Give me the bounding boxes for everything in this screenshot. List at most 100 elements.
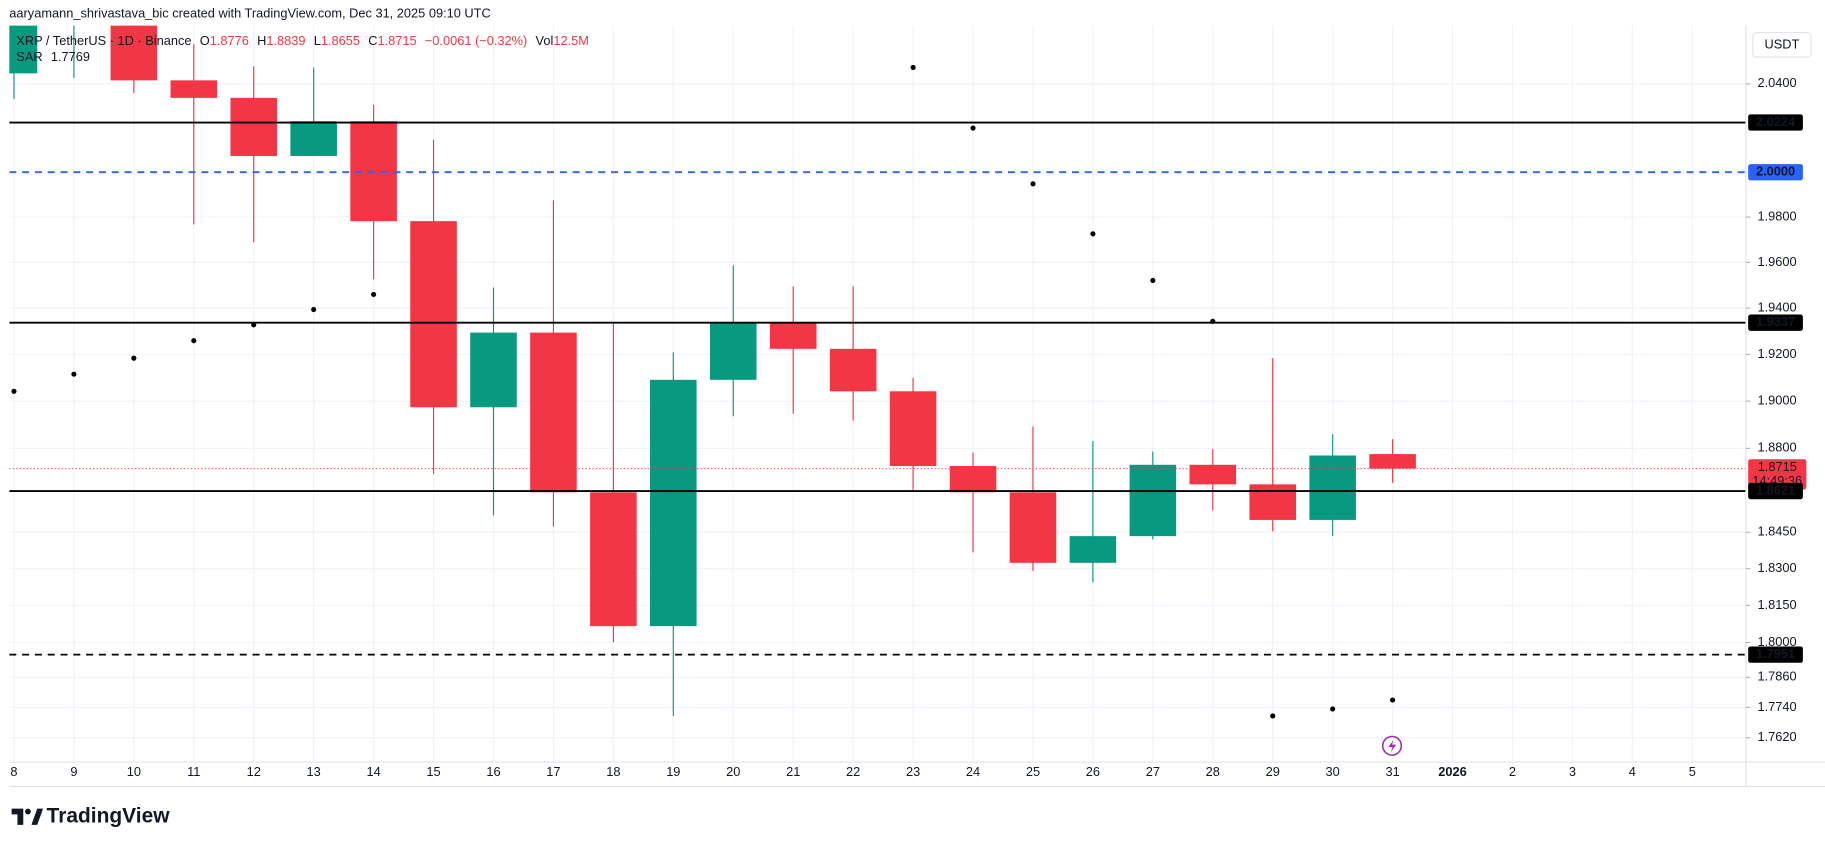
legend: XRP / TetherUS · 1D · Binance O1.8776 H1… — [16, 33, 589, 48]
currency[interactable]: USDT — [1765, 37, 1800, 52]
level-label-box — [1748, 114, 1803, 131]
x-tick-label: 30 — [1326, 764, 1340, 779]
candle-body — [470, 332, 517, 408]
sar-value: 1.7769 — [51, 50, 90, 65]
symbol: XRP / TetherUS · 1D · Binance — [16, 33, 191, 48]
x-tick-label: 20 — [726, 764, 740, 779]
sar-dot — [970, 125, 976, 131]
sar-name: SAR — [16, 50, 42, 65]
footer-text: TradingView — [47, 804, 171, 827]
y-tick-label: 1.9400 — [1757, 300, 1796, 315]
x-tick-label: 31 — [1385, 764, 1399, 779]
volume-value: 12.5M — [553, 33, 589, 48]
level-label: 2.0224 — [1756, 114, 1796, 129]
last-price-box — [1748, 459, 1807, 490]
candle-body — [9, 25, 38, 74]
x-tick-label: 14 — [366, 764, 380, 779]
candle-body — [1369, 454, 1416, 469]
x-tick-label: 4 — [1629, 764, 1636, 779]
y-tick-label: 1.7860 — [1757, 669, 1796, 684]
footer-logo: TradingView — [11, 804, 171, 827]
level-label-box — [1748, 482, 1803, 500]
sar-dot — [1390, 697, 1396, 703]
y-tick-label: 1.8000 — [1757, 634, 1796, 649]
x-tick-label: 21 — [786, 764, 800, 779]
sar-dot — [131, 355, 137, 361]
candle-body — [1069, 536, 1117, 563]
x-tick-label: 8 — [10, 764, 17, 779]
y-tick-label: 1.8800 — [1757, 440, 1796, 455]
level-label: 1.9337 — [1756, 314, 1795, 329]
candle-body — [350, 121, 397, 222]
candle-body — [230, 97, 278, 156]
x-tick-label: 19 — [666, 764, 680, 779]
x-tick-label: 26 — [1086, 764, 1100, 779]
candle-body — [1009, 492, 1057, 563]
x-tick-label: 3 — [1569, 764, 1576, 779]
axes: 8 9 10 11 12 13 14 15 16 17 18 19 20 21 22 23 24 25 26 27 28… — [10, 75, 1807, 779]
x-tick-label: 22 — [846, 764, 860, 779]
sar-dot — [191, 338, 197, 344]
level-label-box — [1748, 646, 1803, 663]
x-tick-label: 2 — [1509, 764, 1516, 779]
candle-body — [650, 379, 697, 627]
x-tick-label: 11 — [187, 764, 200, 779]
close-label: C — [368, 33, 377, 48]
change: −0.0061 (−0.32%) — [425, 33, 527, 48]
sar-legend: SAR 1.7769 — [16, 50, 90, 65]
high-value: 1.8839 — [266, 33, 305, 48]
last-price-label: 1.8715 — [1758, 459, 1797, 474]
candle-body — [709, 322, 757, 380]
candle-body — [290, 121, 337, 156]
y-tick-label: 1.8450 — [1757, 524, 1796, 539]
x-tick-label: 9 — [70, 764, 77, 779]
y-tick-label: 1.9600 — [1757, 254, 1796, 269]
candle-body — [1249, 484, 1297, 520]
high-label: H — [257, 33, 266, 48]
y-tick-label: 1.9200 — [1757, 346, 1796, 361]
alert-icon[interactable] — [1381, 735, 1403, 756]
x-tick-label: 28 — [1206, 764, 1220, 779]
level-label-box — [1748, 164, 1803, 181]
y-tick-label: 1.8150 — [1757, 597, 1796, 612]
currency-box[interactable] — [1752, 31, 1812, 58]
candle-body — [949, 465, 997, 493]
x-tick-label: 10 — [127, 764, 141, 779]
x-tick-label: 29 — [1266, 764, 1280, 779]
x-tick-label: 23 — [906, 764, 920, 779]
candle-body — [410, 221, 457, 408]
level-label: 1.7951 — [1756, 646, 1795, 661]
sar-dot — [1090, 231, 1096, 237]
level-label: 2.0000 — [1756, 164, 1795, 179]
candle-body — [170, 80, 218, 98]
level-label-box — [1748, 314, 1803, 331]
y-tick-label: 1.9800 — [1757, 208, 1796, 223]
sar-dot — [1270, 713, 1276, 719]
x-tick-label: 24 — [966, 764, 980, 779]
x-tick-label: 2026 — [1438, 764, 1466, 779]
candle-body — [829, 348, 877, 392]
y-tick-label: 2.0400 — [1757, 75, 1796, 90]
candle-body — [590, 492, 637, 627]
open-value: 1.8776 — [210, 33, 249, 48]
x-tick-label: 15 — [426, 764, 440, 779]
header-text: aaryamann_shrivastava_bic created with T… — [9, 5, 490, 20]
candle-body — [1129, 464, 1177, 537]
candle-body — [769, 322, 817, 349]
plot-area — [9, 25, 1746, 719]
y-tick-label: 1.9000 — [1757, 393, 1796, 408]
candle-body — [889, 391, 937, 466]
candle-body — [1189, 464, 1237, 485]
volume-label: Vol — [536, 33, 554, 48]
x-tick-label: 5 — [1689, 764, 1696, 779]
sar-dot — [11, 388, 17, 394]
x-tick-label: 25 — [1026, 764, 1040, 779]
y-tick-label: 1.7620 — [1757, 729, 1796, 744]
y-tick-label: 1.8300 — [1757, 560, 1796, 575]
x-tick-label: 17 — [546, 764, 560, 779]
close-value: 1.8715 — [377, 33, 416, 48]
sar-dot — [71, 371, 77, 377]
x-tick-label: 18 — [606, 764, 620, 779]
